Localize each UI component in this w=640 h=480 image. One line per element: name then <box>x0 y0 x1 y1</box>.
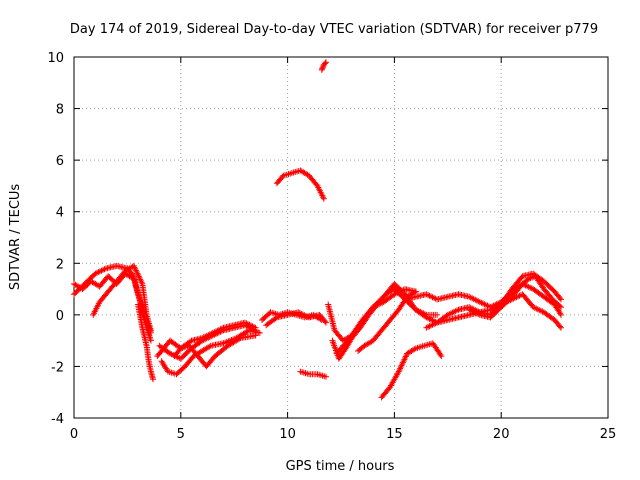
axis-ticks <box>73 56 609 419</box>
series-track-f <box>156 322 259 362</box>
scatter-marks <box>135 301 156 383</box>
scatter-marks <box>273 167 327 202</box>
scatter-marks <box>318 59 329 73</box>
x-tick-label: 5 <box>177 427 185 442</box>
x-axis-label: GPS time / hours <box>286 459 395 474</box>
series-track-h <box>171 332 259 370</box>
plot-frame <box>73 56 609 419</box>
scatter-marks <box>156 322 259 362</box>
y-tick-label: -4 <box>51 412 64 427</box>
chart-title: Day 174 of 2019, Sidereal Day-to-day VTE… <box>70 22 598 37</box>
series-track-r <box>378 340 445 401</box>
scatter-marks <box>378 340 445 401</box>
y-tick-label: 2 <box>56 257 64 272</box>
scatter-marks <box>171 332 259 370</box>
series-track-k <box>273 167 327 202</box>
scatter-marks <box>333 286 398 357</box>
y-tick-label: 10 <box>47 51 64 66</box>
series-track-m <box>297 368 329 380</box>
x-tick-label: 0 <box>70 427 78 442</box>
scatter-marks <box>402 280 564 318</box>
y-tick-label: 6 <box>56 154 64 169</box>
series-track-t <box>402 280 564 318</box>
series-track-j <box>263 309 329 329</box>
scatter-marks <box>297 368 329 380</box>
y-tick-label: 0 <box>56 309 64 324</box>
grid-lines <box>74 57 608 418</box>
series-track-d <box>135 301 156 383</box>
x-tick-labels: 0 5 10 15 20 25 <box>70 427 616 442</box>
series-track-v <box>466 273 564 321</box>
x-tick-label: 20 <box>493 427 510 442</box>
series-track-p <box>333 286 398 357</box>
series-track-l <box>318 59 329 73</box>
y-tick-label: 8 <box>56 103 64 118</box>
scatter-marks <box>90 262 154 334</box>
y-tick-labels: -4 -2 0 2 4 6 8 10 <box>47 51 64 427</box>
data-points <box>71 59 564 401</box>
scatter-marks <box>466 273 564 321</box>
series-track-c <box>90 262 154 334</box>
y-axis-label: SDTVAR / TECUs <box>8 184 23 291</box>
y-tick-label: 4 <box>56 206 64 221</box>
x-tick-label: 15 <box>386 427 403 442</box>
x-tick-label: 25 <box>600 427 617 442</box>
scatter-marks <box>263 309 329 329</box>
x-tick-label: 10 <box>279 427 296 442</box>
y-tick-label: -2 <box>51 360 64 375</box>
